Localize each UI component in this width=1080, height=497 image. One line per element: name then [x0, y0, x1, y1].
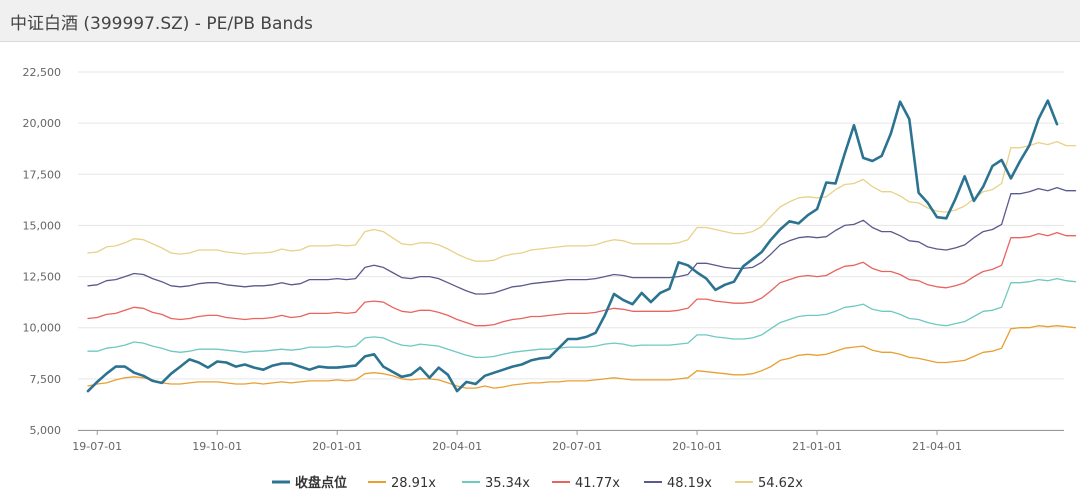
y-tick-label: 10,000: [23, 322, 62, 335]
y-tick-label: 17,500: [23, 168, 62, 181]
legend-label: 35.34x: [485, 476, 530, 491]
y-tick-label: 22,500: [23, 66, 62, 79]
series-line: [87, 277, 1077, 359]
y-tick-label: 15,000: [23, 219, 62, 232]
legend-label: 41.77x: [575, 476, 620, 491]
title-bar: 中证白酒 (399997.SZ) - PE/PB Bands: [0, 0, 1080, 42]
y-tick-label: 20,000: [23, 117, 62, 130]
x-tick-label: 20-04-01: [432, 440, 482, 453]
x-tick-label: 20-10-01: [672, 440, 722, 453]
legend-label: 48.19x: [667, 476, 712, 491]
x-tick-label: 19-07-01: [72, 440, 122, 453]
series-line: [87, 231, 1077, 327]
page-title: 中证白酒 (399997.SZ) - PE/PB Bands: [10, 14, 313, 34]
x-tick-label: 21-01-01: [792, 440, 842, 453]
legend-label: 收盘点位: [295, 475, 347, 491]
x-tick-label: 20-07-01: [552, 440, 602, 453]
y-tick-label: 5,000: [30, 424, 62, 437]
series-line: [87, 186, 1077, 295]
x-tick-label: 20-01-01: [312, 440, 362, 453]
series-line: [87, 140, 1077, 262]
legend-label: 28.91x: [391, 476, 436, 491]
x-tick-label: 21-04-01: [912, 440, 962, 453]
series-line: [87, 325, 1077, 389]
y-tick-label: 12,500: [23, 271, 62, 284]
y-tick-label: 7,500: [30, 373, 62, 386]
x-tick-label: 19-10-01: [192, 440, 242, 453]
legend-label: 54.62x: [758, 476, 803, 491]
series-line: [86, 99, 1059, 393]
